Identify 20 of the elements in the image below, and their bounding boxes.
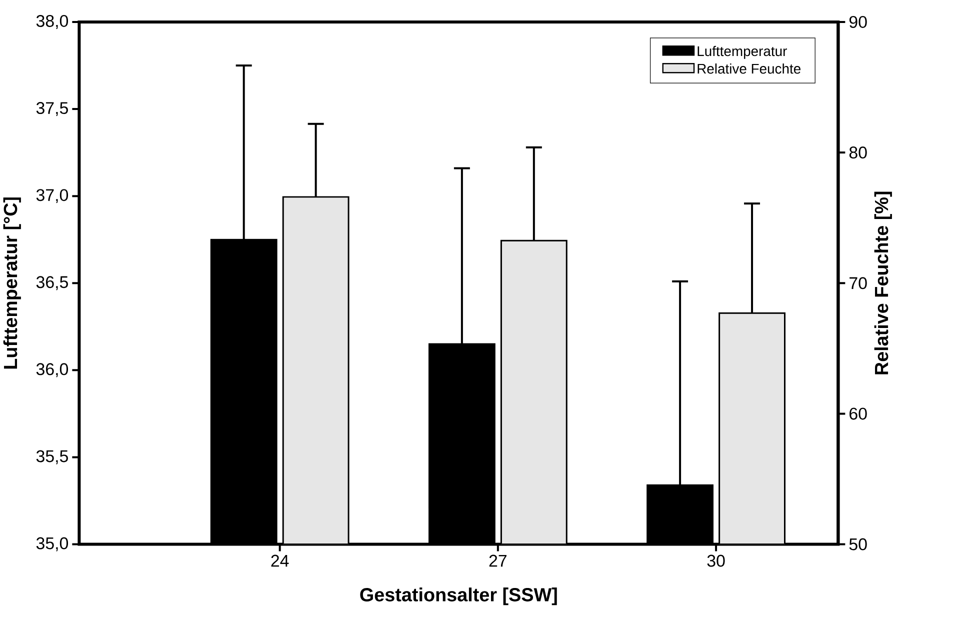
legend-label: Relative Feuchte — [698, 63, 800, 74]
y2-tick-label: 60 — [850, 408, 867, 420]
y-tick-label: 35,5 — [36, 450, 68, 464]
x-tick-label: 30 — [707, 554, 725, 567]
y2-tick-label: 90 — [849, 16, 867, 28]
y2-tick-label: 50 — [849, 538, 867, 550]
y-tick-label: 37,5 — [36, 102, 68, 116]
x-tick-label: 27 — [489, 554, 506, 567]
y-axis-title: Lufttemperatur [°C] — [3, 197, 21, 369]
y-tick-label: 35,0 — [36, 537, 68, 552]
y2-axis-title: Relative Feuchte [%] — [874, 192, 892, 374]
legend-label: Lufttemperatur — [698, 46, 787, 59]
y-tick-label: 38,0 — [36, 14, 68, 29]
y-tick-label: 36,5 — [36, 276, 68, 290]
y2-tick-label: 80 — [849, 146, 867, 158]
y2-tick-label: 70 — [850, 277, 867, 290]
y-tick-label: 36,0 — [36, 363, 68, 378]
x-axis-title: Gestationsalter [SSW] — [360, 588, 557, 606]
y-tick-label: 37,0 — [36, 189, 68, 203]
x-tick-label: 24 — [271, 554, 289, 567]
